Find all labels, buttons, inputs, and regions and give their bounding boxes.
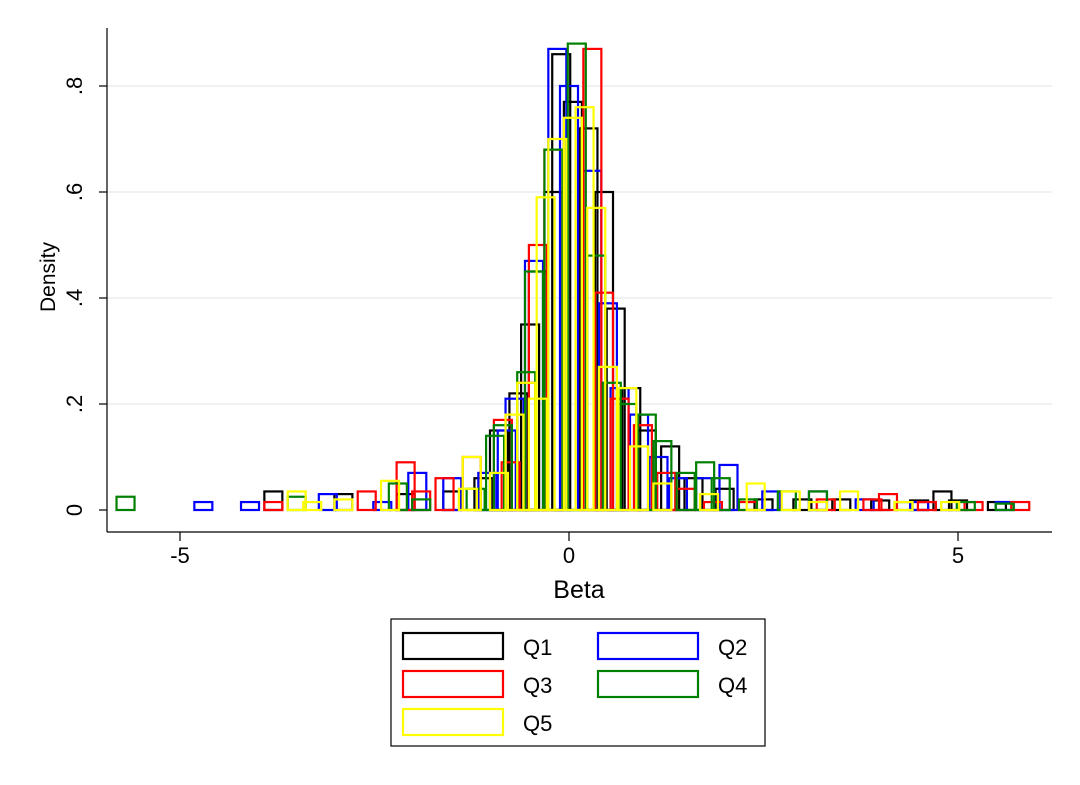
histogram-bar bbox=[617, 387, 638, 512]
histogram-bar bbox=[893, 500, 914, 512]
histogram-bar bbox=[574, 106, 595, 512]
histogram-bar bbox=[461, 455, 482, 512]
y-tick-label: .8 bbox=[62, 77, 87, 95]
histogram-bar bbox=[547, 137, 568, 512]
legend-label: Q3 bbox=[523, 673, 552, 698]
histogram-bar bbox=[652, 482, 673, 512]
histogram-bar bbox=[628, 445, 650, 512]
legend-box bbox=[390, 618, 766, 747]
histogram-bar bbox=[516, 381, 537, 512]
histogram-bar bbox=[434, 477, 455, 512]
histogram-bar bbox=[286, 490, 307, 512]
x-tick-label: 0 bbox=[563, 543, 575, 568]
histogram-bar bbox=[994, 502, 1015, 512]
legend: Q1 Q2 Q3 Q4 Q5 bbox=[390, 618, 766, 747]
histogram-bar bbox=[488, 471, 510, 512]
histogram-bar bbox=[115, 495, 136, 512]
histogram-bar bbox=[780, 490, 801, 512]
legend-swatch bbox=[596, 631, 700, 661]
histogram-bars bbox=[115, 42, 1031, 512]
histogram-bar bbox=[940, 500, 961, 512]
histogram-bar bbox=[263, 500, 284, 512]
x-axis-title: Beta bbox=[553, 576, 605, 604]
histogram-bar bbox=[761, 490, 782, 512]
legend-swatch bbox=[401, 707, 505, 737]
histogram-bar bbox=[597, 365, 619, 512]
histogram-bar bbox=[379, 479, 401, 512]
legend-swatch bbox=[401, 669, 505, 699]
series-q5 bbox=[286, 106, 961, 512]
histogram-bar bbox=[792, 498, 813, 512]
histogram-bar bbox=[1010, 500, 1031, 512]
axes bbox=[106, 28, 1052, 533]
histogram-bar bbox=[411, 498, 432, 512]
legend-swatch bbox=[596, 669, 700, 699]
histogram-bar bbox=[862, 498, 883, 512]
histogram-bar bbox=[333, 498, 354, 512]
legend-swatch bbox=[401, 631, 505, 661]
histogram-bar bbox=[193, 500, 214, 512]
legend-label: Q2 bbox=[718, 635, 747, 660]
histogram-bar bbox=[356, 490, 377, 512]
histogram-bar bbox=[698, 493, 720, 512]
x-axis-ticks: -5 0 5 bbox=[170, 532, 964, 568]
y-tick-label: .2 bbox=[62, 395, 87, 413]
x-tick-label: -5 bbox=[170, 543, 190, 568]
histogram-bar bbox=[302, 500, 323, 512]
histogram-bar bbox=[807, 500, 829, 512]
y-tick-label: 0 bbox=[62, 504, 87, 516]
histogram-bar bbox=[675, 471, 696, 512]
y-tick-label: .6 bbox=[62, 183, 87, 201]
histogram-bar bbox=[504, 413, 525, 512]
legend-label: Q4 bbox=[718, 673, 747, 698]
histogram-bar bbox=[562, 116, 583, 512]
histogram-bar bbox=[239, 500, 261, 512]
histogram-bar bbox=[586, 206, 607, 512]
y-tick-label: .4 bbox=[62, 289, 87, 307]
legend-label: Q5 bbox=[523, 711, 552, 736]
histogram-bar bbox=[916, 500, 937, 512]
legend-label: Q1 bbox=[523, 635, 552, 660]
y-axis-ticks: 0 .2 .4 .6 .8 bbox=[62, 77, 107, 516]
histogram-bar bbox=[955, 500, 976, 512]
histogram-bar bbox=[535, 196, 556, 512]
histogram-bar bbox=[838, 490, 860, 512]
x-tick-label: 5 bbox=[952, 543, 964, 568]
histogram-bar bbox=[745, 482, 766, 512]
y-axis-title: Density bbox=[37, 241, 60, 312]
